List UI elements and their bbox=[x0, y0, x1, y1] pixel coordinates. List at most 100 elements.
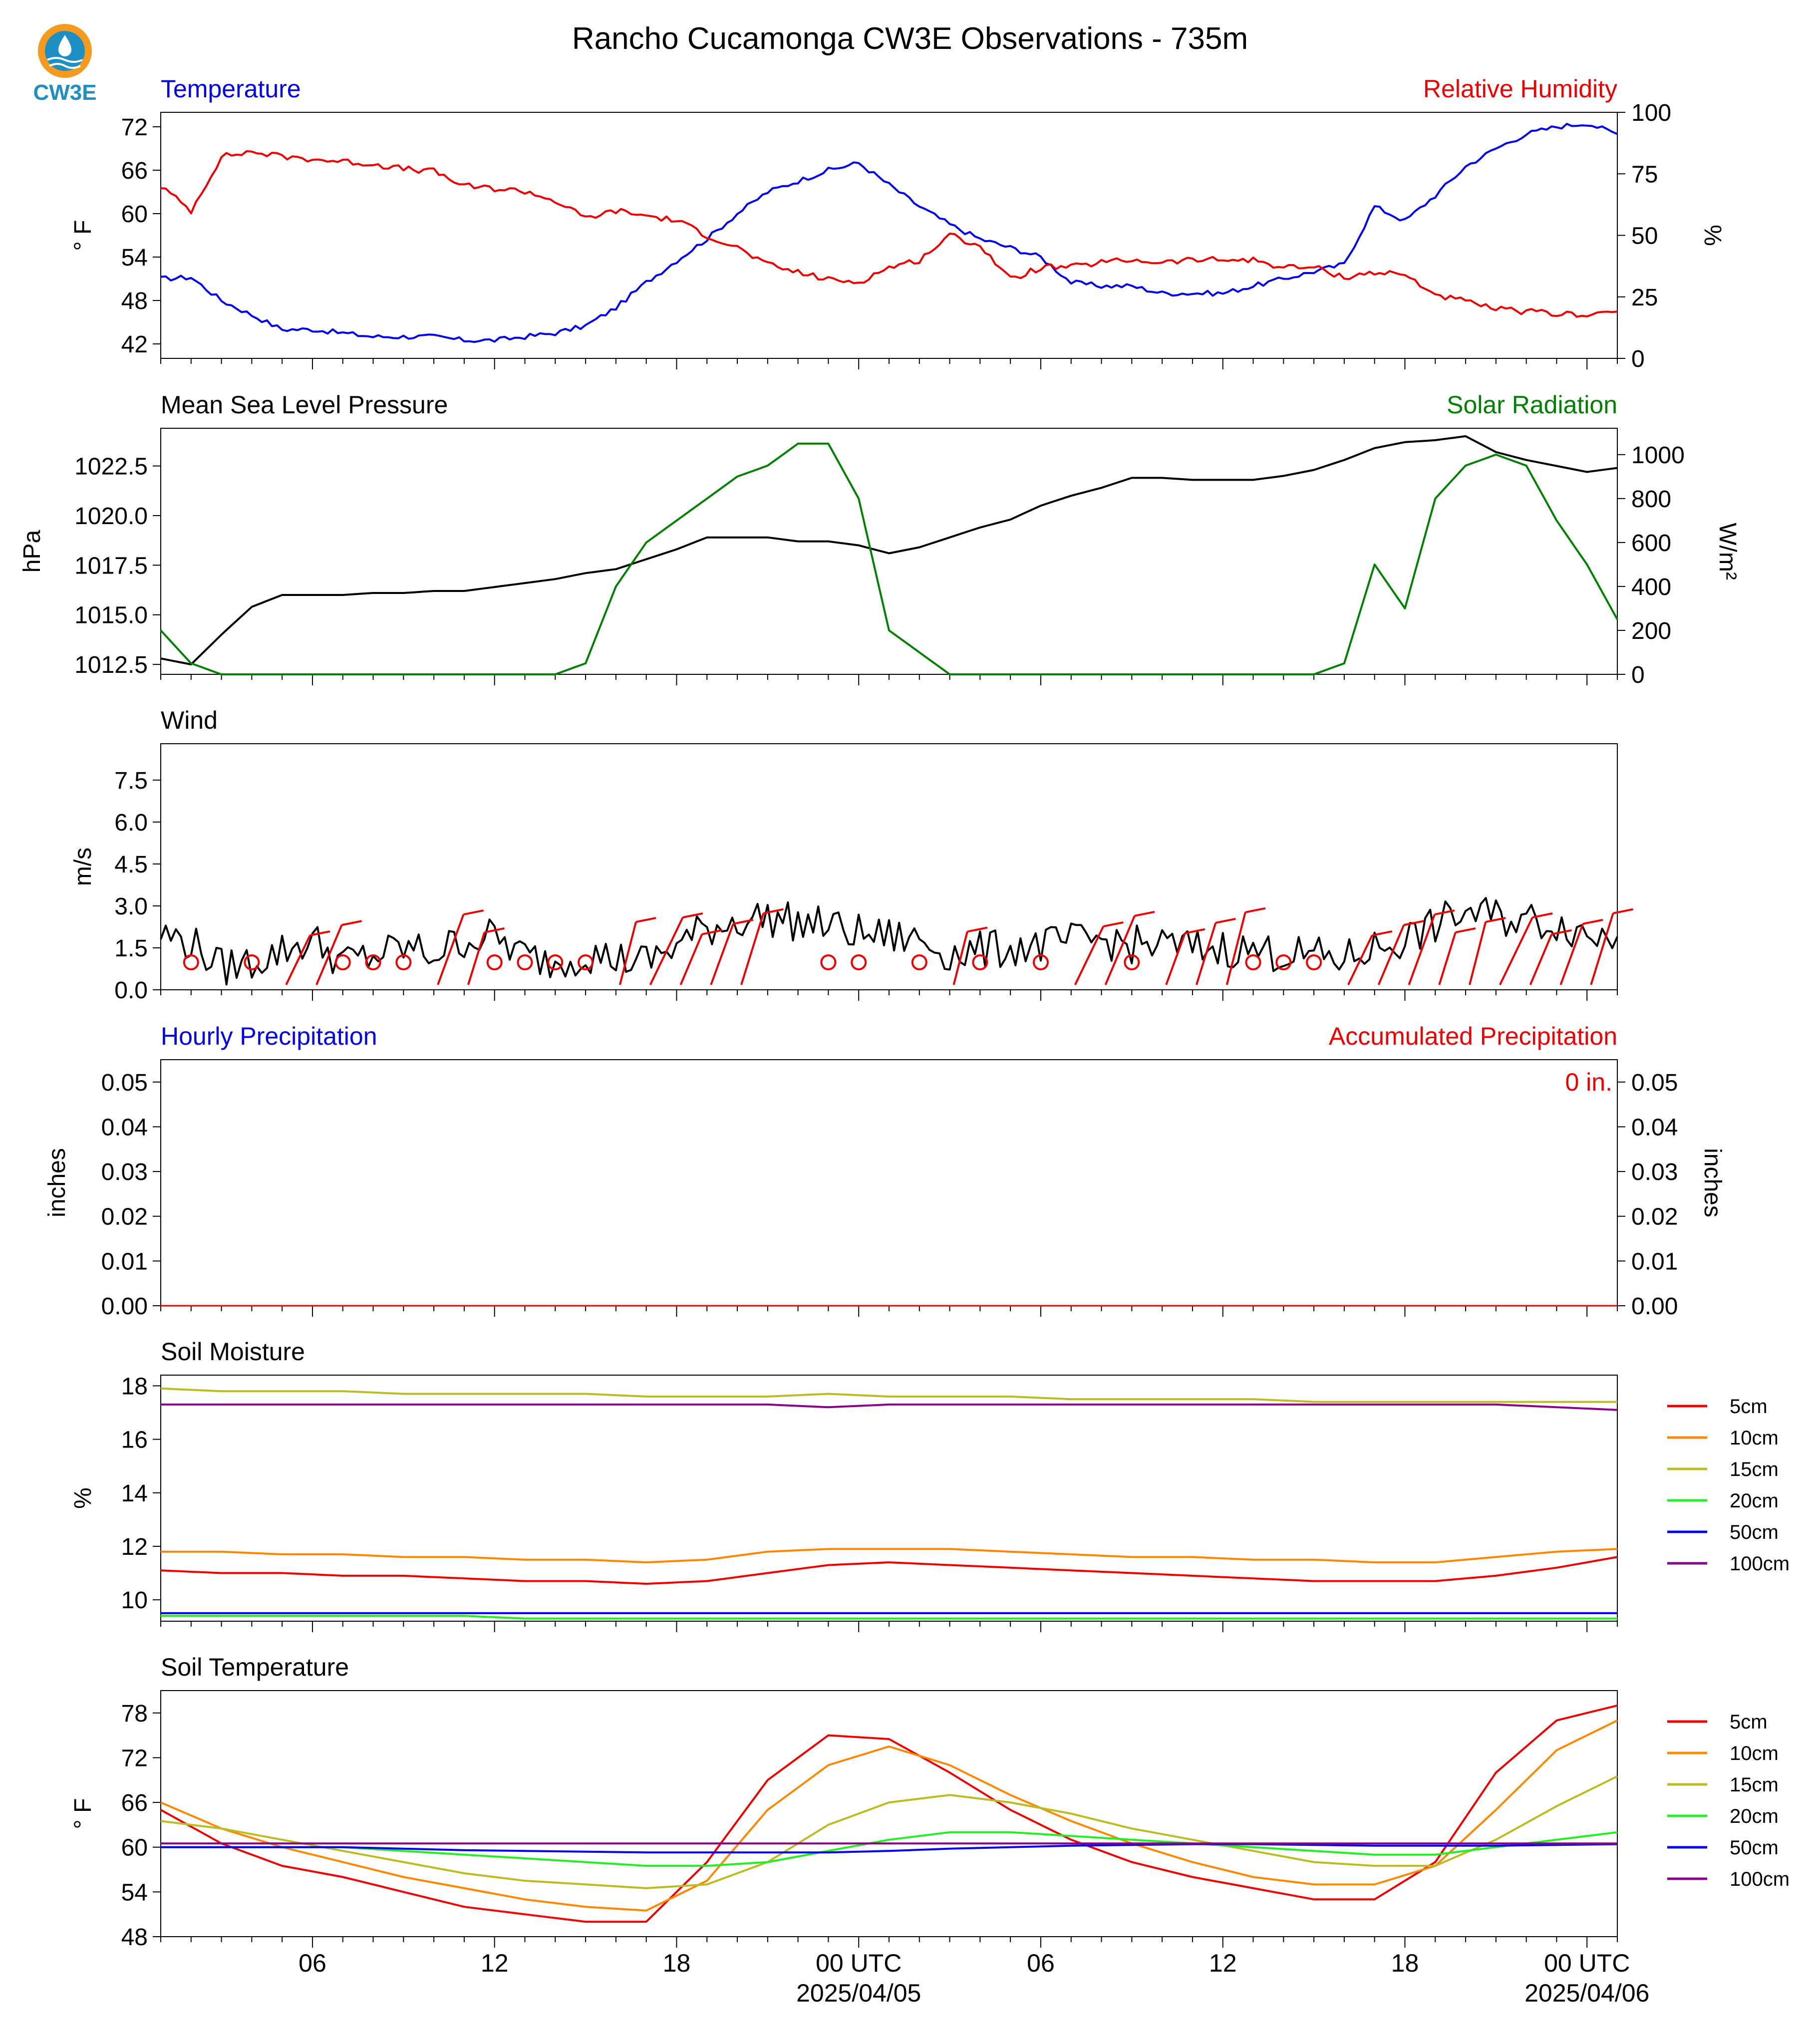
wind-barb-flag bbox=[463, 909, 484, 916]
y-tick-label: 0.01 bbox=[101, 1248, 148, 1275]
y-tick-label: 42 bbox=[121, 331, 148, 358]
y-tick-label: 48 bbox=[121, 1924, 148, 1951]
y2-axis-label: W/m² bbox=[1714, 523, 1741, 580]
y2-tick-label: 0.00 bbox=[1631, 1293, 1678, 1320]
series-line-20cm bbox=[161, 1615, 1617, 1620]
y2-tick-label: 0 bbox=[1631, 662, 1645, 688]
wind-barb-flag bbox=[484, 927, 505, 933]
legend-label: 20cm bbox=[1730, 1805, 1779, 1827]
legend-label: 5cm bbox=[1730, 1711, 1768, 1733]
wind-calm-circle bbox=[183, 954, 199, 970]
y-axis-label: % bbox=[70, 1487, 96, 1509]
x-tick-label: 12 bbox=[481, 1949, 509, 1977]
y-tick-label: 66 bbox=[121, 1790, 148, 1816]
wind-barb-staff bbox=[1225, 912, 1246, 985]
panel-wind: Wind 0.0 1.5 3.0 4.5 6.0 7.5 m/s bbox=[70, 706, 1633, 1004]
wind-barb-staff bbox=[1196, 922, 1217, 985]
y2-tick-label: 400 bbox=[1631, 574, 1671, 600]
wind-calm-circle bbox=[1275, 954, 1292, 970]
wind-barb-flag bbox=[1582, 918, 1603, 925]
y-axis-label: m/s bbox=[70, 848, 96, 886]
y-axis-label: hPa bbox=[19, 530, 45, 573]
y-tick-label: 6.0 bbox=[114, 810, 148, 836]
plot-frame bbox=[160, 1059, 1618, 1306]
y2-tick-label: 25 bbox=[1631, 285, 1658, 311]
y2-tick-label: 800 bbox=[1631, 486, 1671, 513]
panel-title-right: Solar Radiation bbox=[1447, 391, 1617, 419]
x-tick-label: 06 bbox=[1027, 1949, 1055, 1977]
y-tick-label: 4.5 bbox=[114, 852, 148, 878]
y-tick-label: 18 bbox=[121, 1373, 148, 1400]
x-date-label: 2025/04/05 bbox=[796, 1979, 921, 2007]
series-line-15cm bbox=[160, 1775, 1618, 1889]
wind-calm-circle bbox=[1245, 954, 1261, 970]
y-tick-label: 0.0 bbox=[114, 977, 148, 1004]
wind-barb-staff bbox=[315, 924, 343, 985]
x-tick-label: 00 UTC bbox=[1544, 1949, 1630, 1977]
wind-calm-circle bbox=[517, 954, 533, 970]
y-tick-label: 54 bbox=[121, 245, 148, 271]
y2-tick-label: 0.03 bbox=[1631, 1159, 1678, 1185]
x-tick-label: 00 UTC bbox=[816, 1949, 902, 1977]
wind-calm-circle bbox=[851, 954, 867, 970]
x-tick-label: 18 bbox=[663, 1949, 691, 1977]
y-tick-label: 0.04 bbox=[101, 1114, 148, 1141]
panel-title-left: Soil Moisture bbox=[161, 1338, 305, 1366]
y2-tick-label: 0.04 bbox=[1631, 1114, 1678, 1141]
y-tick-label: 72 bbox=[121, 1745, 148, 1771]
wind-barb-staff bbox=[1347, 935, 1373, 985]
x-tick-label: 12 bbox=[1209, 1949, 1237, 1977]
figure-title: Rancho Cucamonga CW3E Observations - 735… bbox=[572, 21, 1248, 56]
y-tick-label: 3.0 bbox=[114, 893, 148, 920]
wind-barb-flag bbox=[967, 926, 988, 933]
y2-tick-label: 200 bbox=[1631, 618, 1671, 644]
wind-barb-flag bbox=[1245, 907, 1266, 913]
panel-title-left: Hourly Precipitation bbox=[161, 1022, 377, 1050]
wind-barb-staff bbox=[649, 917, 684, 985]
wind-calm-circle bbox=[486, 954, 503, 970]
wind-calm-circle bbox=[1124, 954, 1140, 970]
logo-text: CW3E bbox=[33, 80, 96, 105]
wind-barb-flag bbox=[1613, 908, 1633, 914]
x-date-label: 2025/04/06 bbox=[1524, 1979, 1649, 2007]
wind-barb-flag bbox=[1485, 917, 1506, 923]
legend-label: 10cm bbox=[1730, 1742, 1779, 1764]
wind-barb-staff bbox=[1074, 926, 1105, 985]
plot-frame bbox=[160, 1375, 1618, 1622]
series-line-100cm bbox=[161, 1403, 1618, 1411]
y-tick-label: 0.00 bbox=[101, 1293, 148, 1320]
wind-calm-circle bbox=[395, 954, 412, 970]
y-tick-label: 72 bbox=[121, 114, 148, 141]
series-line-50cm bbox=[161, 1843, 1618, 1854]
wind-calm-circle bbox=[244, 954, 260, 970]
series-line-temperature bbox=[160, 123, 1618, 343]
series-line-5cm bbox=[160, 1556, 1618, 1585]
wind-calm-circle bbox=[911, 954, 927, 970]
series-line-relative-humidity bbox=[160, 150, 1618, 318]
y2-tick-label: 0.05 bbox=[1631, 1070, 1678, 1096]
panel-precip: Hourly Precipitation Accumulated Precipit… bbox=[44, 1022, 1726, 1320]
wind-barb-staff bbox=[1529, 933, 1553, 985]
y-axis-label: ° F bbox=[70, 220, 96, 251]
y-tick-label: 0.05 bbox=[101, 1070, 148, 1096]
y-tick-label: 0.03 bbox=[101, 1159, 148, 1185]
legend-label: 50cm bbox=[1730, 1837, 1779, 1859]
wind-barb-flag bbox=[341, 920, 362, 926]
wind-barb-flag bbox=[1134, 910, 1155, 917]
wind-barb-flag bbox=[701, 929, 722, 935]
legend-label: 10cm bbox=[1730, 1427, 1779, 1449]
wind-calm-circle bbox=[1032, 954, 1049, 970]
panel-temp_rh: Temperature Relative Humidity 42 48 54 60 66 72… bbox=[70, 75, 1726, 372]
y2-axis-label: inches bbox=[1699, 1148, 1726, 1217]
wind-barb-flag bbox=[309, 930, 330, 936]
y2-tick-label: 0.02 bbox=[1631, 1204, 1678, 1230]
wind-barb-staff bbox=[679, 933, 703, 985]
y-tick-label: 0.02 bbox=[101, 1204, 148, 1230]
wind-barb-staff bbox=[285, 935, 311, 985]
plot-frame bbox=[160, 1690, 1618, 1937]
wind-calm-circle bbox=[972, 954, 988, 970]
wind-calm-circle bbox=[334, 954, 351, 970]
series-line-mean-sea-level-pressure bbox=[160, 435, 1618, 666]
y-tick-label: 60 bbox=[121, 1835, 148, 1861]
